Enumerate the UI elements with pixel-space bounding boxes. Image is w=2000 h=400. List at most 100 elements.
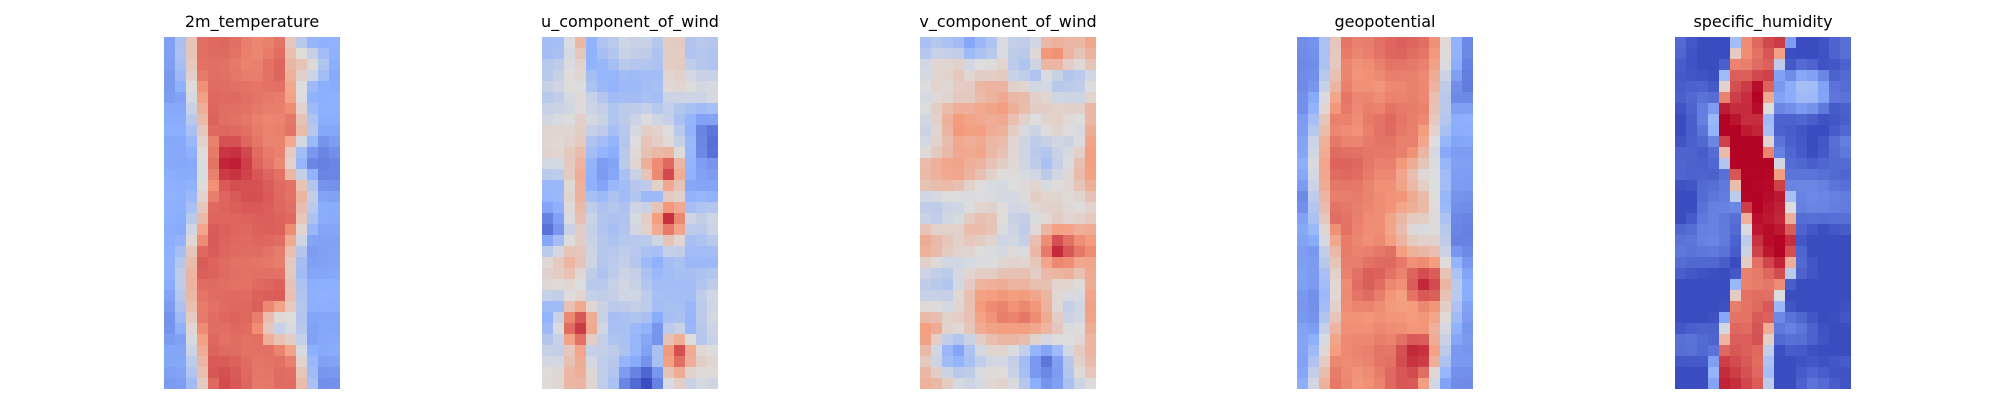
heatmap-cell <box>1418 202 1430 214</box>
heatmap-cell <box>1407 257 1419 269</box>
heatmap-cell <box>1085 114 1096 126</box>
heatmap-cell <box>186 345 198 357</box>
heatmap-cell <box>1697 257 1709 269</box>
heatmap-cell <box>564 169 576 181</box>
heatmap-cell <box>1675 301 1687 313</box>
heatmap-cell <box>597 279 609 291</box>
heatmap-cell <box>931 81 943 93</box>
heatmap-cell <box>942 125 954 137</box>
heatmap-cell <box>920 103 932 115</box>
heatmap-cell <box>663 301 675 313</box>
heatmap-cell <box>1807 70 1819 82</box>
heatmap-cell <box>285 213 297 225</box>
heatmap-cell <box>597 378 609 389</box>
heatmap-cell <box>1429 81 1441 93</box>
heatmap-cell <box>1719 367 1731 379</box>
heatmap-cell <box>1785 367 1797 379</box>
heatmap-cell <box>1752 158 1764 170</box>
heatmap-cell <box>641 323 653 335</box>
heatmap-cell <box>164 169 176 181</box>
heatmap-cell <box>1818 235 1830 247</box>
heatmap-cell <box>296 268 308 280</box>
heatmap-cell <box>942 279 954 291</box>
heatmap-cell <box>230 114 242 126</box>
heatmap-cell <box>931 334 943 346</box>
heatmap-cell <box>1697 125 1709 137</box>
heatmap-cell <box>663 246 675 258</box>
heatmap-cell <box>208 268 220 280</box>
heatmap-cell <box>1462 378 1473 389</box>
heatmap-cell <box>1085 202 1096 214</box>
heatmap-cell <box>1319 235 1331 247</box>
heatmap-cell <box>1308 81 1320 93</box>
heatmap-cell <box>1407 37 1419 49</box>
heatmap-cell <box>685 246 697 258</box>
heatmap-cell <box>318 312 330 324</box>
heatmap-cell <box>263 48 275 60</box>
heatmap-cell <box>696 345 708 357</box>
heatmap-cell <box>630 345 642 357</box>
heatmap-cell <box>197 345 209 357</box>
heatmap-cell <box>1063 59 1075 71</box>
heatmap-cell <box>1008 301 1020 313</box>
heatmap-cell <box>1763 125 1775 137</box>
heatmap-cell <box>252 312 264 324</box>
heatmap-cell <box>1697 235 1709 247</box>
heatmap-cell <box>1675 334 1687 346</box>
heatmap-cell <box>1019 224 1031 236</box>
heatmap-cell <box>318 345 330 357</box>
heatmap-cell <box>964 191 976 203</box>
heatmap-cell <box>1675 268 1687 280</box>
heatmap-cell <box>1319 81 1331 93</box>
heatmap-cell <box>1341 125 1353 137</box>
heatmap-cell <box>1396 180 1408 192</box>
heatmap-cell <box>1363 257 1375 269</box>
heatmap-cell <box>1807 169 1819 181</box>
heatmap-cell <box>1774 334 1786 346</box>
heatmap-cell <box>575 180 587 192</box>
heatmap-cell <box>575 378 587 389</box>
heatmap-cell <box>1074 235 1086 247</box>
heatmap-cell <box>953 180 965 192</box>
heatmap-cell <box>1440 268 1452 280</box>
heatmap-cell <box>1818 345 1830 357</box>
heatmap-cell <box>1030 81 1042 93</box>
heatmap-cell <box>1429 367 1441 379</box>
heatmap-cell <box>1719 334 1731 346</box>
heatmap-cell <box>920 290 932 302</box>
heatmap-cell <box>964 323 976 335</box>
heatmap-cell <box>1829 180 1841 192</box>
heatmap-cell <box>1818 169 1830 181</box>
heatmap-cell <box>1440 136 1452 148</box>
heatmap-cell <box>1396 48 1408 60</box>
heatmap-cell <box>1719 103 1731 115</box>
heatmap-cell <box>1840 92 1851 104</box>
heatmap-cell <box>1008 290 1020 302</box>
heatmap-cell <box>997 345 1009 357</box>
heatmap-cell <box>1807 202 1819 214</box>
heatmap-cell <box>1341 48 1353 60</box>
heatmap-cell <box>619 312 631 324</box>
heatmap-v-component-of-wind <box>920 37 1096 389</box>
heatmap-cell <box>1308 345 1320 357</box>
heatmap-cell <box>230 345 242 357</box>
heatmap-cell <box>553 279 565 291</box>
heatmap-cell <box>1697 48 1709 60</box>
heatmap-cell <box>608 257 620 269</box>
heatmap-cell <box>586 367 598 379</box>
heatmap-cell <box>175 312 187 324</box>
heatmap-cell <box>663 180 675 192</box>
heatmap-cell <box>1308 158 1320 170</box>
heatmap-cell <box>1396 202 1408 214</box>
heatmap-cell <box>1440 70 1452 82</box>
heatmap-cell <box>619 48 631 60</box>
heatmap-cell <box>1840 312 1851 324</box>
heatmap-cell <box>964 257 976 269</box>
heatmap-cell <box>1341 345 1353 357</box>
heatmap-cell <box>1330 235 1342 247</box>
heatmap-cell <box>1418 136 1430 148</box>
heatmap-cell <box>619 279 631 291</box>
heatmap-cell <box>975 81 987 93</box>
heatmap-cell <box>1752 301 1764 313</box>
heatmap-cell <box>1341 70 1353 82</box>
